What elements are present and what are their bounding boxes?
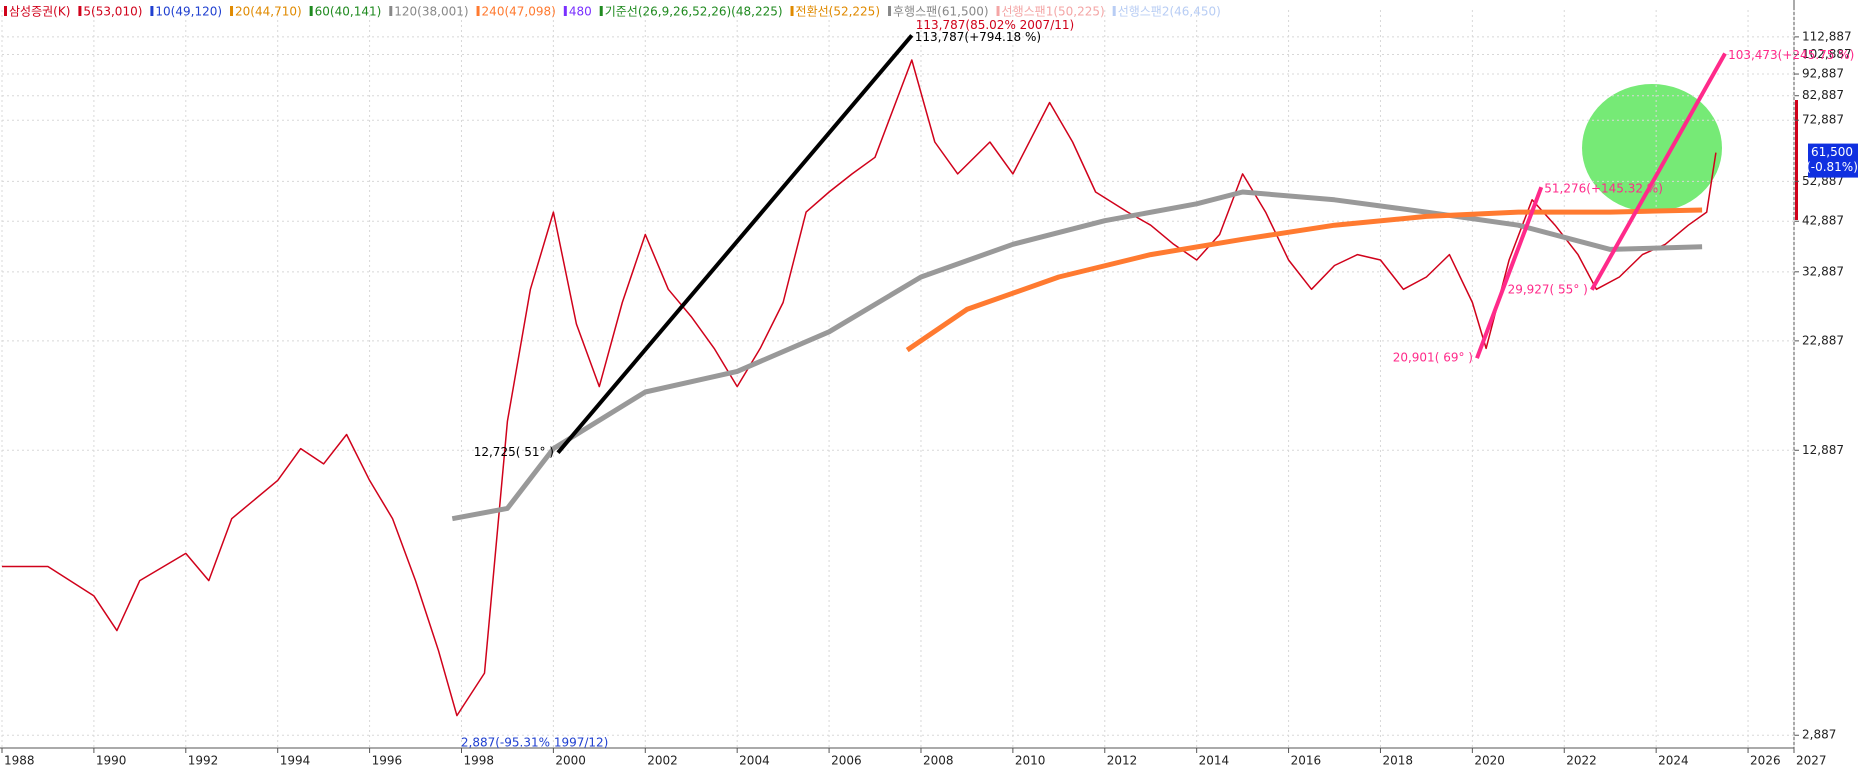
trend-line	[556, 34, 914, 454]
x-tick-label: 2018	[1382, 754, 1413, 768]
legend-label: 삼성증권(K)	[9, 5, 70, 19]
x-tick-label: 2020	[1474, 754, 1505, 768]
legend-label: 후행스팬(61,500)	[893, 4, 989, 19]
legend-label: 60(40,141)	[315, 5, 382, 19]
x-tick-label: 1988	[4, 754, 35, 768]
legend-label: 5(53,010)	[83, 5, 142, 19]
x-tick-label: 2004	[739, 754, 770, 768]
legend-swatch	[888, 6, 892, 16]
y-tick-label: 2,887	[1802, 728, 1836, 742]
legend-swatch	[150, 6, 154, 16]
legend-label: 480	[569, 5, 592, 19]
legend-label: 선행스팬1(50,225)	[1002, 4, 1105, 19]
extreme-label: 113,787(85.02% 2007/11)	[916, 18, 1074, 32]
legend-label: 120(38,001)	[394, 5, 468, 19]
legend-swatch	[476, 6, 480, 16]
x-tick-label: 1992	[188, 754, 219, 768]
y-tick-label: 92,887	[1802, 67, 1844, 81]
trend-end-label: 103,473(+245.75 %)	[1728, 48, 1854, 62]
x-tick-label: 2022	[1566, 754, 1597, 768]
x-tick-label: 2016	[1291, 754, 1322, 768]
legend-swatch	[389, 6, 393, 16]
x-tick-label: 1998	[463, 754, 494, 768]
legend-swatch	[599, 6, 603, 16]
highlight-circle	[1582, 84, 1722, 212]
y-tick-label: 22,887	[1802, 333, 1844, 347]
x-tick-label: 1996	[372, 754, 403, 768]
trend-line	[1475, 186, 1544, 359]
y-tick-label: 102,887	[1802, 47, 1852, 61]
x-tick-label: 2014	[1199, 754, 1230, 768]
legend-swatch	[4, 6, 7, 16]
trend-start-label: 29,927( 55° )	[1508, 282, 1588, 296]
x-tick-label: 2012	[1107, 754, 1138, 768]
trend-end-label: 113,787(+794.18 %)	[915, 30, 1041, 44]
x-tick-label: 2024	[1658, 754, 1689, 768]
extreme-label: 2,887(-95.31% 1997/12)	[461, 736, 608, 750]
y-tick-label: 42,887	[1802, 214, 1844, 228]
y-tick-label: 112,887	[1802, 29, 1852, 43]
trend-start-label: 12,725( 51° )	[474, 445, 554, 459]
legend-swatch	[230, 6, 234, 16]
trend-line	[1590, 52, 1727, 291]
legend-swatch	[78, 6, 82, 16]
legend-label: 선행스팬2(46,450)	[1118, 4, 1221, 19]
y-tick-label: 82,887	[1802, 88, 1844, 102]
x-tick-label: 2000	[555, 754, 586, 768]
x-tick-label: 2006	[831, 754, 862, 768]
x-tick-label: 1990	[96, 754, 127, 768]
x-tick-label: 1994	[280, 754, 311, 768]
trend-end-label: 51,276(+145.32 %)	[1544, 182, 1663, 196]
legend-swatch	[1112, 6, 1116, 16]
range-bar	[1795, 100, 1798, 220]
y-tick-label: 72,887	[1802, 113, 1844, 127]
last-price-box	[1808, 143, 1858, 178]
x-tick-label: 2010	[1015, 754, 1046, 768]
x-tick-label: 2008	[923, 754, 954, 768]
legend-label: 240(47,098)	[482, 5, 556, 19]
legend-swatch	[996, 6, 1000, 16]
legend-label: 20(44,710)	[235, 5, 302, 19]
legend-label: 기준선(26,9,26,52,26)(48,225)	[605, 5, 783, 19]
legend-swatch	[309, 6, 313, 16]
last-change: (-0.81%)	[1806, 160, 1858, 174]
price-line	[2, 59, 1717, 717]
price-line	[451, 189, 1703, 522]
last-price: 61,500	[1811, 145, 1853, 159]
legend-label: 10(49,120)	[155, 5, 222, 19]
trend-start-label: 20,901( 69° )	[1393, 351, 1473, 365]
price-line	[905, 207, 1703, 353]
y-tick-label: 32,887	[1802, 264, 1844, 278]
y-tick-label: 12,887	[1802, 443, 1844, 457]
x-tick-label: 2027	[1796, 754, 1827, 768]
legend-swatch	[563, 6, 567, 16]
x-tick-label: 2002	[647, 754, 678, 768]
legend-label: 전환선(52,225)	[796, 5, 880, 19]
x-tick-label: 2026	[1750, 754, 1781, 768]
legend-swatch	[790, 6, 794, 16]
